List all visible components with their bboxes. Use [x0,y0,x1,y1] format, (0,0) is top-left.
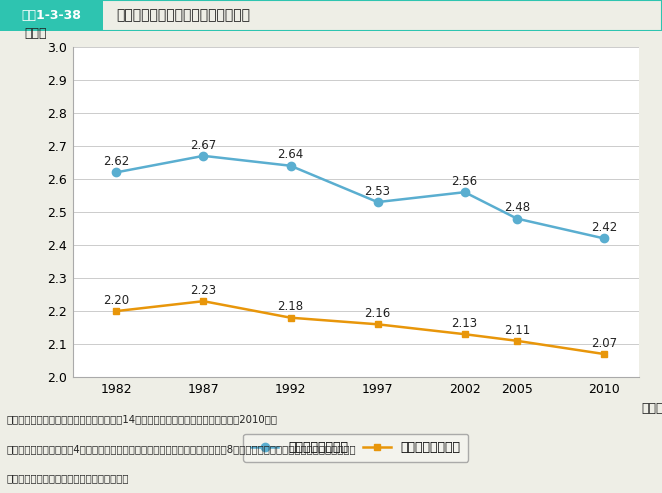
Text: 2.18: 2.18 [277,300,304,314]
Text: 2.67: 2.67 [190,139,216,151]
Text: 図表1-3-38: 図表1-3-38 [21,9,81,22]
Text: 2.16: 2.16 [365,307,391,320]
Legend: 平均理想子ども数, 平均予定子ども数: 平均理想子ども数, 平均予定子ども数 [244,434,468,462]
Bar [0,0,103,31]
Text: 2.20: 2.20 [103,294,130,307]
Text: 2.13: 2.13 [451,317,478,330]
Text: 2.42: 2.42 [591,221,617,234]
Text: 2.11: 2.11 [504,323,530,337]
Text: 2.56: 2.56 [451,175,478,188]
Text: （人）: （人） [24,27,47,40]
Text: 資料：国立社会保障・人口問題研究所「第14回出生動向基本調査（夫婦調査）」（2010年）: 資料：国立社会保障・人口問題研究所「第14回出生動向基本調査（夫婦調査）」（20… [7,414,277,424]
Text: 2.07: 2.07 [591,337,617,350]
Text: も数と追加予定子ども数の和として算出: も数と追加予定子ども数の和として算出 [7,473,129,483]
Text: 理想子ども数と予定子ども数の乖離: 理想子ども数と予定子ども数の乖離 [116,8,250,22]
Text: 2.64: 2.64 [277,148,304,161]
Text: （注）　対象は妻の年陂4０歳未満の初婚どうしの夫婦。理想・予定子ども数は8人以上を８人とし、予定子ども数は現存子ど: （注） 対象は妻の年陂4０歳未満の初婚どうしの夫婦。理想・予定子ども数は8人以上… [7,444,356,454]
Text: 2.48: 2.48 [504,201,530,214]
Text: （年）: （年） [641,402,662,415]
Text: 2.23: 2.23 [191,284,216,297]
Text: 2.53: 2.53 [365,185,391,198]
Text: 2.62: 2.62 [103,155,130,168]
